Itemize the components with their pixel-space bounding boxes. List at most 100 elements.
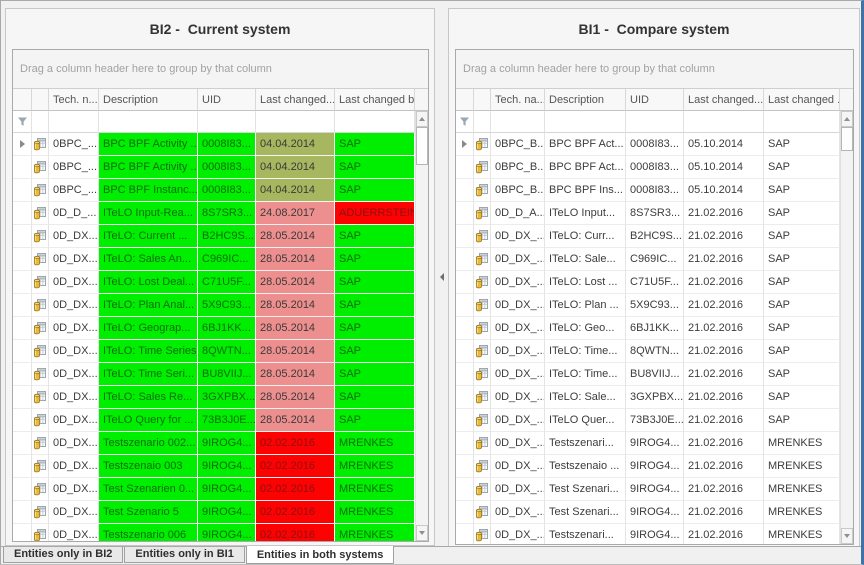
vertical-scrollbar[interactable] — [840, 111, 853, 544]
cell-uid[interactable]: B2HC9S... — [626, 225, 684, 248]
cell-description[interactable]: BPC BPF Activity ... — [99, 156, 198, 179]
cell-uid[interactable]: 9IROG4... — [198, 455, 256, 478]
row-indicator-cell[interactable] — [13, 386, 32, 409]
row-indicator-cell[interactable] — [456, 202, 474, 225]
entity-icon-cell[interactable] — [474, 501, 491, 524]
cell-tech-name[interactable]: 0D_DX_... — [491, 317, 545, 340]
filter-cell[interactable] — [491, 111, 545, 133]
cell-last-changed-date[interactable]: 24.08.2017 — [256, 202, 335, 225]
scrollbar-track[interactable] — [841, 127, 853, 528]
cell-uid[interactable]: 73B3J0E... — [198, 409, 256, 432]
cell-uid[interactable]: C969IC... — [626, 248, 684, 271]
entity-icon-cell[interactable] — [32, 294, 49, 317]
entity-icon-cell[interactable] — [474, 271, 491, 294]
entity-icon-cell[interactable] — [32, 156, 49, 179]
row-indicator-cell[interactable] — [456, 248, 474, 271]
cell-uid[interactable]: 9IROG4... — [198, 478, 256, 501]
cell-tech-name[interactable]: 0D_DX_... — [491, 478, 545, 501]
cell-last-changed-by[interactable]: SAP — [335, 409, 415, 432]
filter-row[interactable] — [456, 111, 840, 133]
cell-tech-name[interactable]: 0D_DX... — [49, 432, 99, 455]
table-row[interactable]: 0D_DX... Testszenaio 003 9IROG4... 02.02… — [13, 455, 415, 478]
entity-icon-cell[interactable] — [32, 225, 49, 248]
cell-uid[interactable]: 3GXPBX... — [626, 386, 684, 409]
entity-icon-cell[interactable] — [32, 202, 49, 225]
table-row[interactable]: 0D_DX_... ITeLO: Plan ... 5X9C93... 21.0… — [456, 294, 840, 317]
table-row[interactable]: 0D_DX... Testszenario 002... 9IROG4... 0… — [13, 432, 415, 455]
entity-icon-cell[interactable] — [32, 409, 49, 432]
cell-last-changed-by[interactable]: MRENKES — [764, 455, 840, 478]
cell-description[interactable]: ITeLO: Sale... — [545, 386, 626, 409]
cell-tech-name[interactable]: 0BPC_... — [49, 179, 99, 202]
cell-last-changed-date[interactable]: 28.05.2014 — [256, 317, 335, 340]
row-indicator-cell[interactable] — [456, 501, 474, 524]
scrollbar-track[interactable] — [416, 127, 428, 525]
row-indicator-cell[interactable] — [456, 524, 474, 544]
cell-last-changed-date[interactable]: 02.02.2016 — [256, 432, 335, 455]
row-indicator-cell[interactable] — [456, 386, 474, 409]
entity-icon-cell[interactable] — [32, 179, 49, 202]
cell-last-changed-by[interactable]: SAP — [764, 156, 840, 179]
row-indicator-cell[interactable] — [456, 317, 474, 340]
cell-last-changed-date[interactable]: 04.04.2014 — [256, 156, 335, 179]
entity-icon-cell[interactable] — [474, 225, 491, 248]
cell-last-changed-by[interactable]: SAP — [764, 294, 840, 317]
cell-last-changed-by[interactable]: MRENKES — [764, 478, 840, 501]
filter-row[interactable] — [13, 111, 415, 133]
filter-cell[interactable] — [198, 111, 256, 133]
cell-last-changed-date[interactable]: 04.04.2014 — [256, 133, 335, 156]
table-row[interactable]: 0D_DX_... Testszenari... 9IROG4... 21.02… — [456, 432, 840, 455]
header-last-changed-by[interactable]: Last changed ... — [764, 89, 840, 111]
header-last-changed-by[interactable]: Last changed by — [335, 89, 415, 111]
entity-icon-cell[interactable] — [32, 271, 49, 294]
row-indicator-cell[interactable] — [456, 478, 474, 501]
cell-description[interactable]: Test Szenarien 0... — [99, 478, 198, 501]
cell-uid[interactable]: 8S7SR3... — [198, 202, 256, 225]
table-row[interactable]: 0BPC_... BPC BPF Instanc... 0008I83... 0… — [13, 179, 415, 202]
cell-uid[interactable]: 9IROG4... — [626, 501, 684, 524]
cell-description[interactable]: ITeLO: Lost ... — [545, 271, 626, 294]
cell-description[interactable]: ITeLO: Time... — [545, 340, 626, 363]
cell-last-changed-date[interactable]: 28.05.2014 — [256, 294, 335, 317]
scroll-up-button[interactable] — [416, 111, 428, 127]
cell-uid[interactable]: BU8VIIJ... — [626, 363, 684, 386]
cell-last-changed-by[interactable]: SAP — [335, 294, 415, 317]
entity-icon-cell[interactable] — [474, 179, 491, 202]
table-row[interactable]: 0D_DX... ITeLO: Time Seri... BU8VIIJ... … — [13, 363, 415, 386]
table-row[interactable]: 0BPC_B... BPC BPF Act... 0008I83... 05.1… — [456, 133, 840, 156]
table-row[interactable]: 0D_DX... ITeLO: Plan Anal... 5X9C93... 2… — [13, 294, 415, 317]
scroll-down-button[interactable] — [841, 528, 853, 544]
table-row[interactable]: 0D_DX... Test Szenarien 0... 9IROG4... 0… — [13, 478, 415, 501]
cell-description[interactable]: BPC BPF Instanc... — [99, 179, 198, 202]
table-row[interactable]: 0D_DX_... ITeLO: Geo... 6BJ1KK... 21.02.… — [456, 317, 840, 340]
table-row[interactable]: 0D_DX_... ITeLO Quer... 73B3J0E... 21.02… — [456, 409, 840, 432]
cell-tech-name[interactable]: 0BPC_B... — [491, 179, 545, 202]
cell-last-changed-by[interactable]: SAP — [764, 202, 840, 225]
cell-description[interactable]: ITeLO: Time Series — [99, 340, 198, 363]
row-indicator-cell[interactable] — [456, 271, 474, 294]
cell-description[interactable]: ITeLO: Time Seri... — [99, 363, 198, 386]
cell-description[interactable]: BPC BPF Activity ... — [99, 133, 198, 156]
cell-description[interactable]: Testszenaio 003 — [99, 455, 198, 478]
cell-last-changed-date[interactable]: 21.02.2016 — [684, 501, 764, 524]
cell-last-changed-by[interactable]: SAP — [764, 179, 840, 202]
entity-icon-cell[interactable] — [474, 340, 491, 363]
cell-uid[interactable]: 8QWTN... — [198, 340, 256, 363]
table-row[interactable]: 0BPC_... BPC BPF Activity ... 0008I83...… — [13, 156, 415, 179]
cell-description[interactable]: ITeLO Input-Rea... — [99, 202, 198, 225]
scroll-up-button[interactable] — [841, 111, 853, 127]
entity-icon-cell[interactable] — [474, 202, 491, 225]
cell-last-changed-by[interactable]: MRENKES — [335, 455, 415, 478]
row-indicator-cell[interactable] — [456, 409, 474, 432]
cell-uid[interactable]: 9IROG4... — [626, 524, 684, 544]
cell-last-changed-date[interactable]: 05.10.2014 — [684, 156, 764, 179]
cell-last-changed-date[interactable]: 21.02.2016 — [684, 478, 764, 501]
cell-uid[interactable]: 0008I83... — [626, 156, 684, 179]
table-row[interactable]: 0D_DX_... Testszenaio ... 9IROG4... 21.0… — [456, 455, 840, 478]
cell-uid[interactable]: C71U5F... — [198, 271, 256, 294]
table-row[interactable]: 0BPC_... BPC BPF Activity ... 0008I83...… — [13, 133, 415, 156]
cell-tech-name[interactable]: 0D_DX_... — [491, 248, 545, 271]
cell-uid[interactable]: 3GXPBX... — [198, 386, 256, 409]
header-last-changed[interactable]: Last changed... — [256, 89, 335, 111]
row-indicator-cell[interactable] — [456, 432, 474, 455]
